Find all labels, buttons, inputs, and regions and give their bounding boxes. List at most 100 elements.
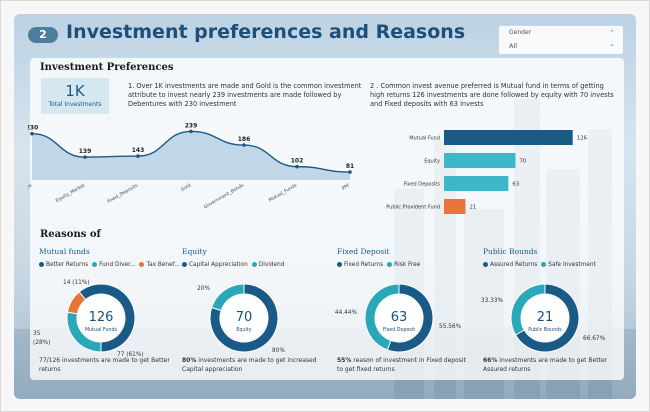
donut-callout-label: 66.67%	[583, 336, 606, 342]
legend-item[interactable]: Assured Returns	[483, 262, 537, 268]
donut-slice[interactable]	[364, 283, 400, 351]
legend-item[interactable]: Fund Diver...	[92, 262, 135, 268]
investment-area-chart: 230 Debentures 139 Equity_Market 143 Fixed_De…	[28, 122, 354, 210]
area-tick-label: Equity_Market	[55, 182, 86, 204]
kpi-label: Total Investments	[48, 101, 102, 108]
bar[interactable]	[444, 199, 466, 214]
donut-slice[interactable]	[66, 291, 87, 315]
reason-group-title: Equity	[182, 247, 207, 256]
legend-dot-icon	[182, 262, 187, 267]
area-point[interactable]	[136, 154, 140, 158]
donut-center-label: Mutual Funds	[85, 327, 118, 333]
donut-center-label: Fixed Deposit	[383, 327, 415, 333]
donut-callout-label: 20%	[197, 286, 210, 292]
donut-center-value: 63	[391, 310, 408, 325]
area-point[interactable]	[30, 131, 34, 136]
reason-donut-chart: 63 Fixed Deposit 44.44% 55.56%	[335, 283, 462, 353]
area-tick-label: PPF	[341, 182, 351, 191]
investment-preferences-title: Investment Preferences	[40, 62, 174, 73]
legend-item[interactable]: Dividend	[251, 262, 285, 268]
reason-note-text: reason of investment in Fixed deposit to…	[337, 357, 466, 373]
reason-note: 66% investments are made to get Better A…	[483, 357, 618, 374]
reason-note-highlight: 66%	[483, 357, 498, 364]
legend-dot-icon	[92, 262, 98, 267]
legend-label: Assured Returns	[490, 262, 538, 268]
bar-category-label: Equity	[424, 159, 440, 165]
legend-label: Fund Diver...	[99, 262, 136, 268]
donut-callout-label: 77 (61%)	[117, 352, 144, 358]
legend-label: Dividend	[258, 262, 285, 268]
reasons-title: Reasons of	[40, 229, 101, 240]
legend-item[interactable]: Tax Benef...	[139, 262, 180, 268]
donut-hole	[376, 295, 422, 341]
donut-center-label: Equity	[236, 327, 251, 333]
legend-dot-icon	[483, 262, 488, 267]
insight-note-1: 1. Over 1K investments are made and Gold…	[128, 82, 362, 108]
legend-label: Capital Appreciation	[189, 262, 248, 268]
chevron-down-icon[interactable]: ⌄	[609, 40, 615, 48]
legend-label: Risk Free	[394, 262, 421, 268]
donut-slice[interactable]	[510, 283, 546, 336]
area-data-label: 143	[132, 147, 145, 154]
area-data-label: 139	[79, 148, 92, 155]
donut-hole	[78, 295, 124, 341]
area-tick-label: Gold	[180, 182, 192, 193]
reason-donut-chart: 21 Public Bounds 33.33% 66.67%	[481, 283, 606, 353]
area-fill	[32, 131, 350, 180]
legend-item[interactable]: Safe Investment	[541, 262, 596, 268]
reason-note-highlight: 80%	[182, 357, 197, 364]
bar-category-label: Mutual Fund	[409, 136, 440, 142]
donut-slice[interactable]	[211, 283, 245, 312]
legend-item[interactable]: Risk Free	[387, 262, 420, 268]
area-data-label: 186	[238, 136, 251, 143]
donut-callout-label: 80%	[272, 348, 285, 354]
area-point[interactable]	[295, 164, 299, 169]
area-point[interactable]	[83, 155, 87, 159]
bar[interactable]	[444, 130, 573, 145]
donut-callout-label: 44.44%	[335, 310, 358, 316]
donut-legend: Fixed Returns Risk Free	[337, 262, 424, 268]
bar-category-label: Fixed Deposits	[404, 182, 441, 188]
donut-center-label: Public Bounds	[528, 327, 562, 333]
area-point[interactable]	[348, 170, 352, 174]
bar-value-label: 126	[577, 136, 588, 142]
bar-category-label: Public Provident Fund	[386, 205, 440, 211]
area-point[interactable]	[242, 143, 246, 147]
legend-dot-icon	[337, 262, 342, 267]
page-header: 2 Investment preferences and Reasons	[14, 14, 636, 58]
legend-label: Fixed Returns	[344, 262, 384, 268]
donut-callout-label: 33.33%	[481, 298, 504, 304]
area-data-label: 230	[28, 125, 38, 132]
legend-dot-icon	[39, 262, 44, 267]
bar[interactable]	[444, 153, 516, 168]
legend-dot-icon	[251, 262, 257, 267]
reason-note: 55% reason of investment in Fixed deposi…	[337, 357, 472, 374]
gender-filter-dropdown[interactable]: Gender ⌃ All ⌄	[498, 25, 624, 55]
legend-label: Better Returns	[46, 262, 89, 268]
area-tick-label: Fixed_Deposits	[106, 182, 139, 205]
bar-value-label: 63	[512, 182, 519, 188]
donut-legend: Capital Appreciation Dividend	[182, 262, 289, 268]
chevron-up-icon[interactable]: ⌃	[609, 29, 615, 37]
total-investments-card: 1K Total Investments	[41, 78, 109, 114]
reason-donut-chart: 70 Equity 20% 80%	[197, 283, 285, 354]
reason-group-title: Fixed Deposit	[337, 247, 390, 256]
legend-label: Safe Investment	[548, 262, 596, 268]
reason-note: 77/126 investments are made to get Bette…	[39, 357, 174, 374]
legend-item[interactable]: Capital Appreciation	[182, 262, 248, 268]
donut-callout-label: 35	[33, 331, 41, 337]
area-tick-label: Government_Bonds	[203, 182, 246, 210]
reason-group-title: Mutual funds	[39, 247, 90, 256]
area-data-label: 102	[291, 158, 304, 165]
bar-value-label: 70	[520, 159, 527, 165]
bar[interactable]	[444, 176, 509, 191]
page-number-badge: 2	[28, 27, 58, 43]
legend-item[interactable]: Better Returns	[39, 262, 88, 268]
area-point[interactable]	[189, 129, 193, 134]
donut-callout-label: 55.56%	[439, 324, 462, 330]
area-data-label: 239	[185, 122, 198, 129]
donut-callout-label: 14 (11%)	[63, 280, 90, 286]
legend-item[interactable]: Fixed Returns	[337, 262, 383, 268]
donut-slice[interactable]	[209, 283, 279, 353]
donut-slice[interactable]	[514, 283, 580, 353]
